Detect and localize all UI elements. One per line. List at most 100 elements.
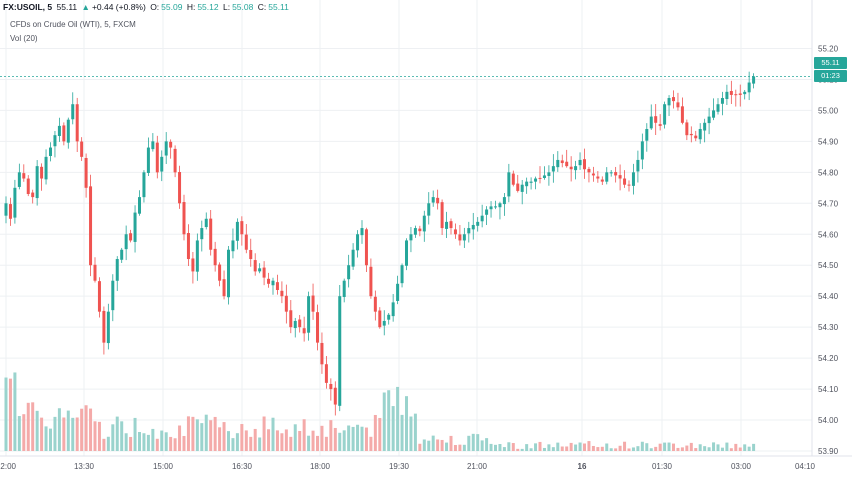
volume-bar bbox=[649, 448, 653, 451]
candle-body bbox=[649, 116, 653, 129]
volume-bar bbox=[324, 436, 328, 451]
volume-bar bbox=[542, 447, 546, 451]
volume-bar bbox=[186, 416, 190, 451]
volume-indicator-label[interactable]: Vol (20) bbox=[10, 34, 38, 43]
candle-body bbox=[106, 311, 110, 344]
volume-bar bbox=[369, 436, 373, 451]
candle-body bbox=[547, 172, 551, 176]
candle-body bbox=[93, 264, 97, 281]
candle-body bbox=[302, 328, 306, 334]
candle-body bbox=[511, 173, 515, 185]
candle-body bbox=[627, 184, 631, 186]
time-axis[interactable]: 12:00 13:30 15:00 16:30 18:00 19:30 21:00 16 01:… bbox=[0, 462, 816, 471]
volume-bar bbox=[191, 416, 195, 451]
candle-body bbox=[520, 184, 524, 192]
candle-body bbox=[124, 234, 128, 250]
candle-body bbox=[449, 221, 453, 229]
volume-bar bbox=[672, 443, 675, 451]
candle-body bbox=[364, 229, 368, 266]
candle-body bbox=[440, 202, 444, 229]
candle-body bbox=[551, 166, 555, 172]
volume-bar bbox=[738, 447, 742, 451]
candle-body bbox=[720, 98, 724, 104]
volume-bar bbox=[631, 447, 635, 451]
price-tick-label: 54.90 bbox=[818, 137, 839, 146]
candle-body bbox=[489, 206, 493, 210]
volume-bar bbox=[600, 446, 604, 451]
volume-bar bbox=[413, 413, 417, 451]
candle-body bbox=[329, 383, 333, 390]
volume-bar bbox=[729, 448, 733, 451]
candle-body bbox=[231, 240, 235, 252]
candle-body bbox=[244, 234, 248, 250]
volume-bar bbox=[427, 440, 431, 451]
price-axis[interactable]: 55.2055.1055.0054.9054.8054.7054.6054.50… bbox=[818, 44, 839, 456]
candle-body bbox=[413, 228, 417, 235]
candle-body bbox=[338, 296, 342, 406]
volume-bar bbox=[400, 414, 404, 451]
candle-body bbox=[218, 264, 222, 281]
candle-body bbox=[391, 302, 395, 317]
volume-bar bbox=[658, 443, 662, 451]
volume-bar bbox=[244, 430, 248, 451]
volume-bar bbox=[53, 416, 57, 451]
volume-bar bbox=[747, 446, 751, 451]
candle-body bbox=[369, 266, 373, 297]
candle-body bbox=[596, 176, 600, 179]
volume-bar bbox=[4, 377, 8, 451]
price-tick-label: 54.80 bbox=[818, 168, 839, 177]
time-tick-label: 13:30 bbox=[74, 462, 95, 471]
candle-body bbox=[716, 104, 720, 112]
volume-bar bbox=[485, 438, 489, 451]
countdown-tag: 01:23 bbox=[814, 70, 847, 82]
volume-bar bbox=[133, 417, 137, 451]
candle-body bbox=[173, 148, 177, 173]
candle-body bbox=[75, 104, 79, 142]
candle-body bbox=[186, 233, 190, 260]
candle-body bbox=[672, 97, 675, 102]
candle-body bbox=[178, 172, 182, 204]
volume-bar bbox=[75, 417, 79, 451]
candle-body bbox=[387, 314, 391, 320]
candle-body bbox=[293, 320, 297, 329]
candle-body bbox=[191, 258, 195, 272]
volume-bar bbox=[538, 441, 542, 451]
candle-body bbox=[396, 283, 400, 301]
volume-bar bbox=[676, 447, 680, 451]
candle-body bbox=[66, 119, 70, 143]
volume-bar bbox=[618, 445, 622, 451]
volume-bar bbox=[409, 416, 413, 451]
candle-body bbox=[560, 160, 564, 164]
volume-bar bbox=[115, 416, 119, 451]
candle-body bbox=[458, 234, 462, 241]
open-value: 55.09 bbox=[161, 2, 183, 12]
volume-bar bbox=[209, 420, 213, 451]
volume-bar bbox=[200, 423, 204, 451]
candle-body bbox=[347, 265, 351, 280]
time-tick-label: 18:00 bbox=[310, 462, 331, 471]
volume-bar bbox=[338, 432, 342, 451]
volume-bar bbox=[422, 439, 426, 451]
close-label: C: bbox=[257, 2, 267, 12]
volume-bar bbox=[373, 414, 377, 451]
volume-bar bbox=[654, 446, 658, 451]
volume-bar bbox=[440, 439, 444, 451]
volume-bar bbox=[320, 425, 324, 451]
volume-bar bbox=[534, 443, 538, 451]
candle-body bbox=[418, 228, 422, 232]
candle-body bbox=[498, 203, 502, 208]
candle-body bbox=[89, 186, 93, 266]
candle-body bbox=[169, 141, 173, 148]
volume-bar bbox=[204, 414, 208, 451]
volume-bar bbox=[391, 406, 395, 451]
volume-bar bbox=[240, 424, 244, 451]
volume-bar bbox=[80, 408, 84, 451]
candle-body bbox=[752, 76, 756, 84]
price-tick-label: 54.40 bbox=[818, 292, 839, 301]
volume-bar bbox=[364, 427, 368, 451]
symbol-label[interactable]: FX:USOIL, 5 bbox=[3, 2, 53, 12]
up-arrow-icon: ▲ bbox=[81, 2, 90, 12]
candle-body bbox=[195, 240, 199, 272]
time-tick-label: 01:30 bbox=[652, 462, 673, 471]
